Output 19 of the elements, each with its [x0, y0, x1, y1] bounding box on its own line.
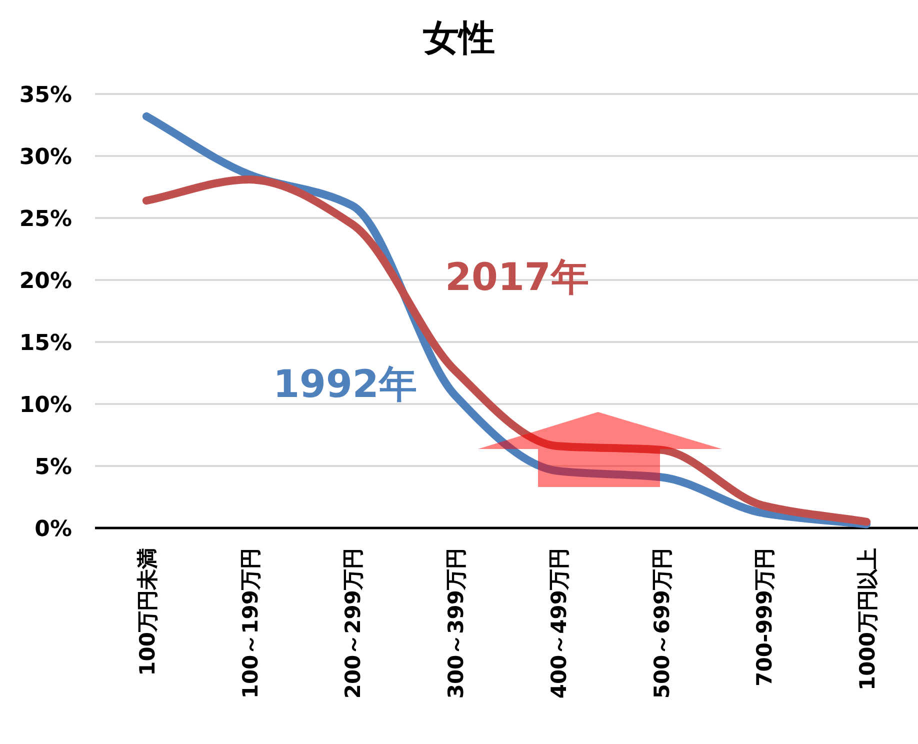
series-label: 2017年 [445, 255, 589, 299]
series-label: 1992年 [273, 362, 417, 406]
x-tick-label: 1000万円以上 [856, 548, 880, 690]
x-tick-label: 300～399万円 [444, 548, 468, 699]
y-tick-label: 5% [34, 455, 72, 480]
y-tick-label: 20% [19, 269, 72, 294]
x-tick-label: 100万円未満 [135, 548, 160, 676]
y-tick-label: 25% [19, 207, 72, 232]
x-tick-label: 700-999万円 [752, 548, 777, 686]
x-tick-label: 200～299万円 [341, 548, 366, 699]
y-tick-label: 10% [19, 393, 72, 418]
y-tick-label: 35% [19, 83, 72, 108]
x-tick-label: 100～199万円 [238, 548, 262, 699]
y-tick-label: 30% [19, 145, 72, 170]
y-tick-label: 0% [34, 517, 72, 542]
chart-title: 女性 [423, 18, 495, 59]
y-tick-label: 15% [19, 331, 72, 356]
x-tick-label: 500～699万円 [650, 548, 674, 699]
x-tick-label: 400～499万円 [546, 548, 571, 699]
